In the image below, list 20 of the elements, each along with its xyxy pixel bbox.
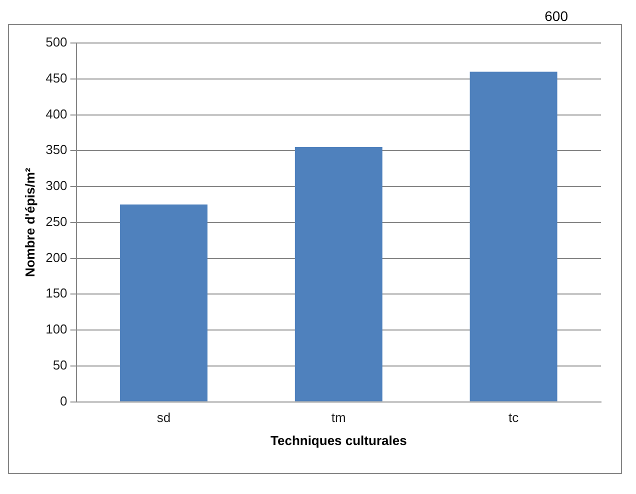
x-tick-label: tc <box>508 410 520 426</box>
y-axis-title: Nombre d'épis/m² <box>22 167 38 278</box>
y-tick-label: 150 <box>46 286 68 301</box>
y-tick-label: 350 <box>46 142 68 158</box>
text: 600 <box>544 8 568 24</box>
y-tick-label: 500 <box>46 34 68 50</box>
y-tick-label: 400 <box>46 106 68 122</box>
y-tick-label: 200 <box>46 250 68 265</box>
y-tick-label: 250 <box>46 214 68 229</box>
y-tick-label: 300 <box>46 178 68 194</box>
bar <box>120 204 208 402</box>
y-tick-label: 450 <box>46 70 68 86</box>
bar <box>294 147 382 402</box>
y-tick-label: 50 <box>52 358 68 372</box>
x-axis-title: Techniques culturales <box>270 432 407 448</box>
bar <box>470 72 558 402</box>
y-tick-label: 0 <box>60 393 68 408</box>
y-tick-label: 100 <box>46 322 68 337</box>
x-tick-label: sd <box>156 410 171 426</box>
x-tick-label: tm <box>331 410 346 426</box>
